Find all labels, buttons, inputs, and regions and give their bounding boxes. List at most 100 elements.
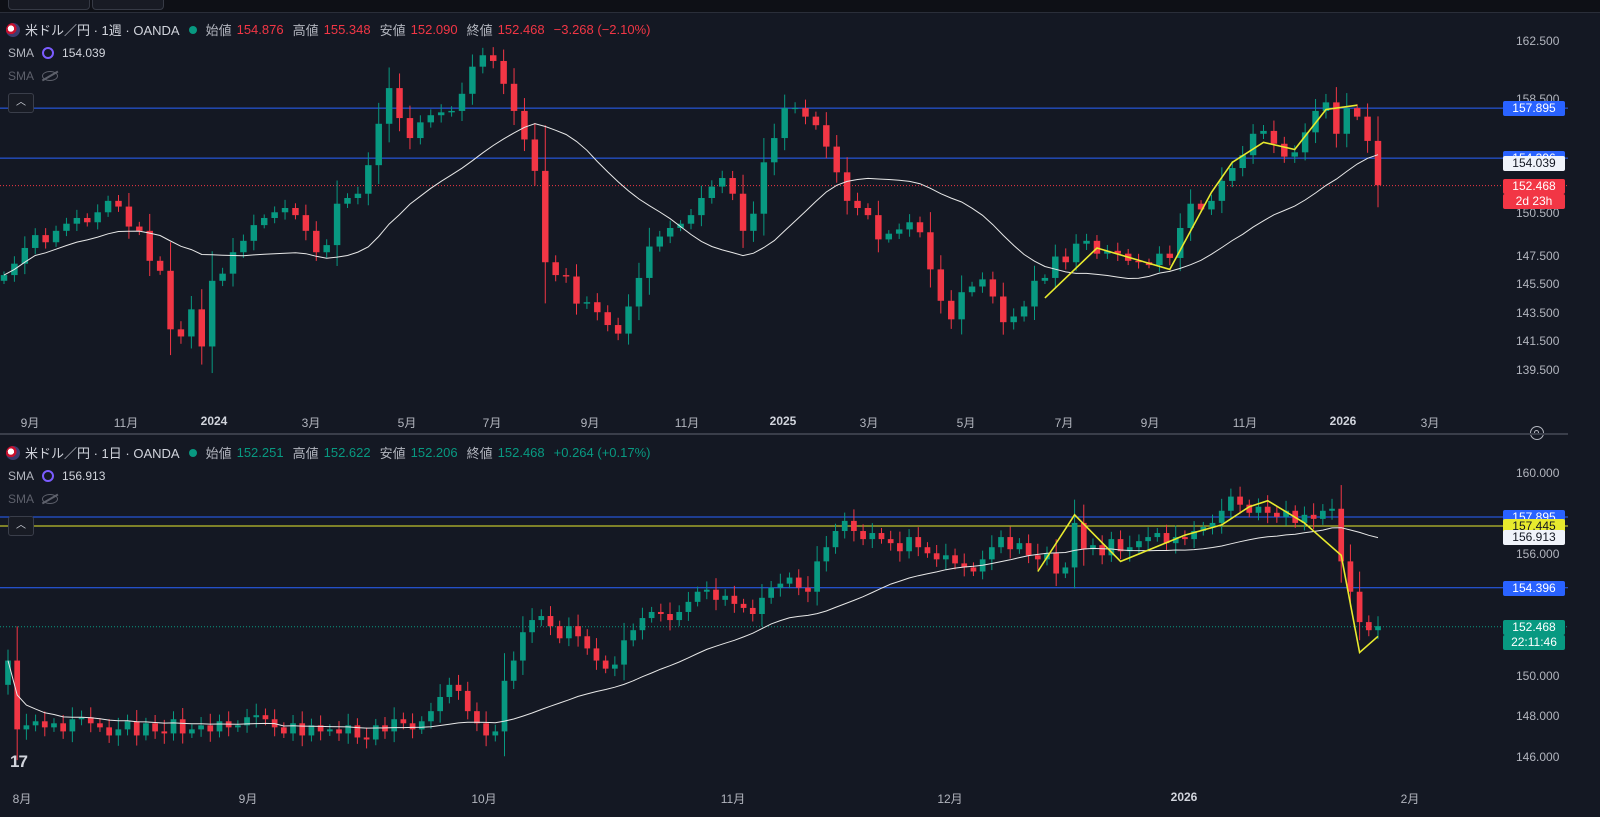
y-axis-tick-label: 162.500 xyxy=(1516,34,1560,49)
daily-symbol-title[interactable]: 米ドル／円 · 1日 · OANDA xyxy=(25,446,180,461)
candle-body xyxy=(602,660,609,669)
candle-body xyxy=(666,227,674,237)
candle-body xyxy=(1356,591,1363,623)
candle-body xyxy=(739,193,747,231)
candle-body xyxy=(1172,537,1179,544)
pane-separator[interactable] xyxy=(0,433,1568,435)
eye-hidden-icon[interactable] xyxy=(42,71,59,81)
x-axis-tick-label: 3月 xyxy=(301,416,321,430)
candle-body xyxy=(32,721,39,726)
sma-icon[interactable] xyxy=(42,470,55,482)
candle-body xyxy=(188,309,195,337)
candle-body xyxy=(333,203,341,246)
candle-body xyxy=(97,723,103,728)
collapse-legend-button[interactable]: ︿ xyxy=(8,516,34,536)
eye-hidden-icon[interactable] xyxy=(42,494,59,504)
candle-body xyxy=(1025,543,1032,556)
candle-body xyxy=(915,537,922,548)
usd-jpy-flag-icon xyxy=(6,445,20,460)
price-axis-tag: 22:11:46 xyxy=(1503,634,1565,650)
candle-body xyxy=(418,721,425,730)
candle-body xyxy=(78,717,85,720)
open-value: 154.876 xyxy=(236,22,284,37)
candle-body xyxy=(1072,243,1080,263)
x-axis-tick-label: 5月 xyxy=(397,416,417,430)
high-value: 152.622 xyxy=(323,445,371,460)
candle-body xyxy=(474,711,480,724)
candle-body xyxy=(970,567,977,572)
weekly-legend: 米ドル／円 · 1週 · OANDA 始値 154.876 高値 155.348 安… xyxy=(6,20,655,39)
candle-body xyxy=(490,55,497,61)
x-axis-tick-label: 12月 xyxy=(937,792,963,806)
candle-body xyxy=(906,537,912,552)
candle-body xyxy=(372,725,379,740)
candle-body xyxy=(437,696,443,712)
candle-body xyxy=(1270,130,1278,144)
candle-body xyxy=(271,212,278,218)
toolbar-tab[interactable] xyxy=(8,0,90,10)
sma-hidden-indicator-row[interactable]: SMA xyxy=(8,492,59,506)
candle-body xyxy=(115,200,122,207)
candle-body xyxy=(786,577,793,584)
sma-label: SMA xyxy=(8,492,35,506)
sma-hidden-indicator-row[interactable]: SMA xyxy=(8,69,59,83)
daily-chart-pane[interactable]: 米ドル／円 · 1日 · OANDA 始値 152.251 高値 152.622 安… xyxy=(0,436,1568,817)
weekly-chart-pane[interactable]: 米ドル／円 · 1週 · OANDA 始値 154.876 高値 155.348 安… xyxy=(0,13,1568,440)
candle-body xyxy=(851,520,857,532)
candle-body xyxy=(124,721,131,730)
candle-body xyxy=(308,725,315,736)
candle-body xyxy=(326,729,333,732)
candle-body xyxy=(635,277,643,307)
daily-candlestick-chart[interactable] xyxy=(0,436,1568,817)
candle-body xyxy=(1062,256,1069,263)
candle-body xyxy=(547,616,554,627)
candle-body xyxy=(41,721,48,728)
collapse-legend-button[interactable]: ︿ xyxy=(8,93,34,113)
candle-body xyxy=(1218,510,1225,523)
candle-body xyxy=(51,723,57,728)
candle-body xyxy=(924,547,931,554)
candle-body xyxy=(133,721,140,736)
candle-body xyxy=(207,725,214,732)
candle-body xyxy=(1228,496,1234,511)
sma-icon[interactable] xyxy=(42,47,55,59)
candle-body xyxy=(1237,496,1243,505)
candle-body xyxy=(1000,296,1007,323)
sma-indicator-row[interactable]: SMA 154.039 xyxy=(8,46,105,60)
candle-body xyxy=(479,55,487,67)
change-value: −3.268 (−2.10%) xyxy=(553,22,651,37)
toolbar-tab[interactable] xyxy=(92,0,164,10)
y-axis-tick-label: 139.500 xyxy=(1516,362,1560,377)
candle-body xyxy=(1197,203,1205,210)
candle-body xyxy=(740,603,747,608)
candle-body xyxy=(875,215,882,240)
candle-body xyxy=(156,260,164,271)
candle-body xyxy=(646,246,653,278)
candle-body xyxy=(687,215,695,224)
weekly-symbol-title[interactable]: 米ドル／円 · 1週 · OANDA xyxy=(25,23,180,38)
sma-line xyxy=(3,123,1379,280)
candle-body xyxy=(1154,533,1161,538)
sma-line xyxy=(7,527,1379,729)
candle-body xyxy=(406,118,414,139)
candle-body xyxy=(722,595,729,600)
candle-body xyxy=(791,108,799,110)
sma-indicator-row[interactable]: SMA 156.913 xyxy=(8,469,105,483)
y-axis-tick-label: 150.000 xyxy=(1516,668,1560,683)
candle-body xyxy=(21,247,29,264)
candle-body xyxy=(968,286,976,293)
open-label: 始値 xyxy=(205,23,232,38)
candle-body xyxy=(864,207,872,216)
candle-body xyxy=(235,725,241,728)
weekly-candlestick-chart[interactable] xyxy=(0,13,1568,433)
x-axis-tick-label: 2026 xyxy=(1170,790,1198,804)
candle-body xyxy=(1329,508,1335,511)
candle-body xyxy=(694,591,701,602)
y-axis-tick-label: 145.500 xyxy=(1516,277,1560,292)
candle-body xyxy=(1365,622,1372,631)
tradingview-logo[interactable]: 17 xyxy=(10,752,28,771)
candle-body xyxy=(943,555,949,560)
candle-body xyxy=(510,660,517,681)
candle-body xyxy=(529,620,535,633)
candle-body xyxy=(611,664,618,669)
